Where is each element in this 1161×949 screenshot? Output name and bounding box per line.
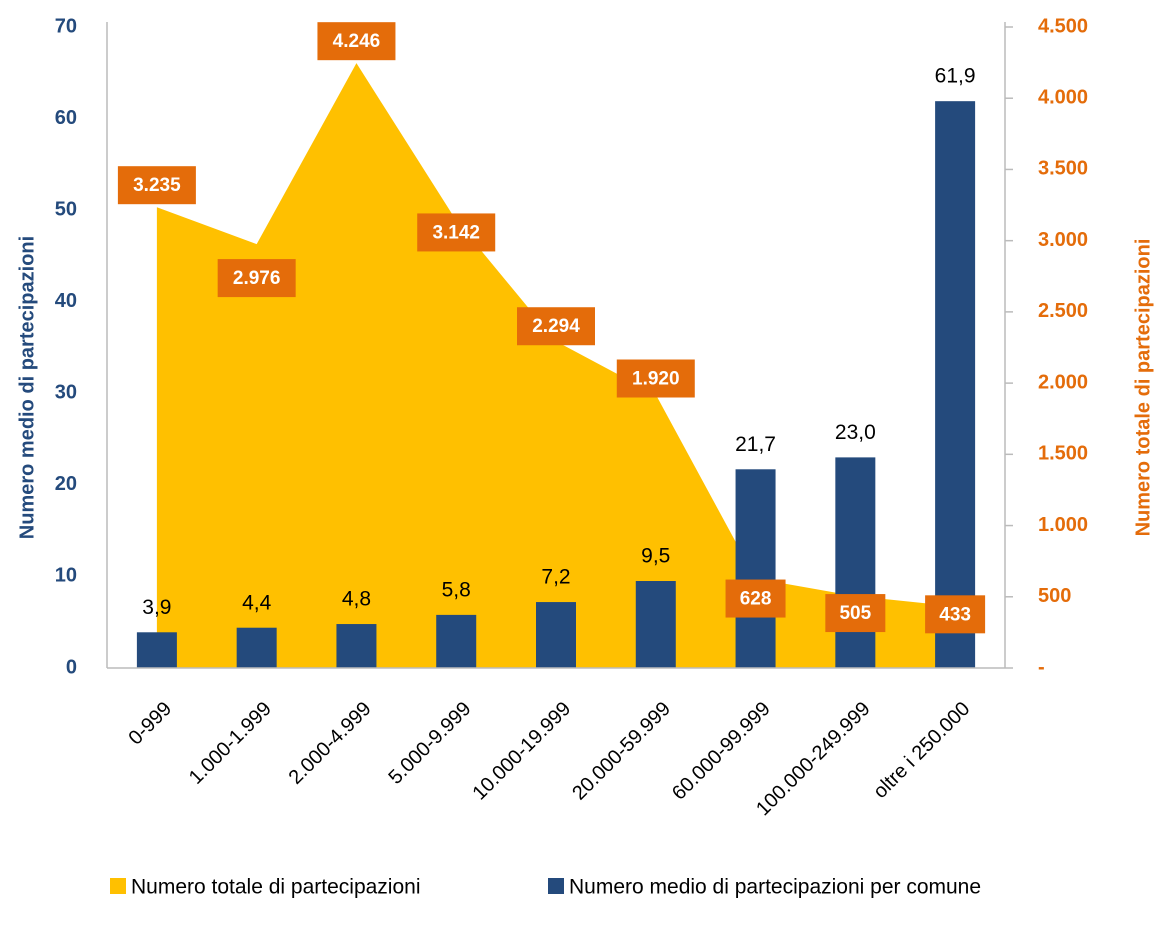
y-tick-label: 10 — [55, 565, 77, 587]
legend-swatch — [548, 878, 564, 894]
data-label-box — [825, 594, 886, 633]
bar — [735, 469, 776, 668]
x-tick-label: 10.000-19.999 — [468, 698, 575, 805]
y-tick-label: 20 — [55, 473, 77, 495]
data-label: 4.246 — [333, 31, 381, 52]
data-label: 2.976 — [233, 268, 281, 289]
data-label: 1.920 — [632, 369, 680, 390]
bar — [835, 457, 876, 668]
data-label: 3.235 — [133, 175, 181, 196]
legend-swatch — [110, 878, 126, 894]
x-tick-label: oltre i 250.000 — [869, 698, 974, 803]
data-label: 433 — [939, 604, 971, 625]
y2-tick-label: 4.500 — [1038, 15, 1088, 37]
data-label: 23,0 — [835, 421, 876, 444]
y2-tick-label: 1.500 — [1038, 443, 1088, 465]
y-axis-title: Numero medio di partecipazioni — [16, 236, 38, 539]
legend-label: Numero totale di partecipazioni — [131, 876, 421, 899]
x-tick-label: 60.000-99.999 — [668, 698, 775, 805]
y2-tick-label: 3.000 — [1038, 229, 1088, 251]
bar — [336, 624, 377, 668]
y2-axis-title: Numero totale di partecipazioni — [1132, 239, 1154, 537]
bar — [935, 101, 976, 669]
x-tick-label: 2.000-4.999 — [285, 698, 376, 789]
data-label: 4,8 — [342, 588, 371, 611]
data-label-box — [317, 22, 396, 61]
y-tick-label: 60 — [55, 107, 77, 129]
bar — [635, 581, 676, 668]
y2-tick-label: 3.500 — [1038, 158, 1088, 180]
y2-tick-label: 2.000 — [1038, 371, 1088, 393]
data-label-box — [217, 259, 296, 298]
x-tick-label: 1.000-1.999 — [185, 698, 276, 789]
area — [156, 63, 956, 668]
bar — [436, 614, 477, 668]
data-label: 7,2 — [541, 566, 570, 589]
data-label-box — [417, 213, 496, 252]
data-label: 9,5 — [641, 545, 670, 568]
y2-tick-label: 500 — [1038, 585, 1071, 607]
data-label: 628 — [740, 589, 772, 610]
data-label-box — [725, 579, 786, 618]
data-label-box — [517, 307, 595, 346]
bar — [236, 627, 277, 668]
data-label: 3.142 — [432, 222, 480, 243]
data-label: 505 — [839, 603, 871, 624]
bar — [536, 602, 576, 668]
y-tick-label: 40 — [55, 290, 77, 312]
data-label: 21,7 — [735, 433, 776, 456]
y2-tick-label: 2.500 — [1038, 300, 1088, 322]
y2-tick-label: 1.000 — [1038, 514, 1088, 536]
data-label-box — [616, 359, 695, 398]
data-label-box — [117, 166, 196, 205]
data-label: 4,4 — [242, 591, 272, 614]
y-tick-label: 0 — [66, 656, 77, 678]
legend-label: Numero medio di partecipazioni per comun… — [569, 876, 981, 899]
x-tick-label: 20.000-59.999 — [568, 698, 675, 805]
data-label-box — [925, 595, 986, 634]
y2-tick-label: 4.000 — [1038, 87, 1088, 109]
bar — [136, 632, 177, 668]
x-tick-label: 0-999 — [124, 698, 176, 750]
data-label: 3,9 — [142, 596, 171, 619]
y2-tick-label: - — [1038, 656, 1045, 678]
y-tick-label: 30 — [55, 382, 77, 404]
x-tick-label: 5.000-9.999 — [384, 698, 475, 789]
data-label: 5,8 — [442, 578, 471, 601]
y-tick-label: 50 — [55, 198, 77, 220]
data-label: 61,9 — [935, 65, 976, 88]
data-label: 2.294 — [532, 316, 580, 337]
y-tick-label: 70 — [55, 15, 77, 37]
